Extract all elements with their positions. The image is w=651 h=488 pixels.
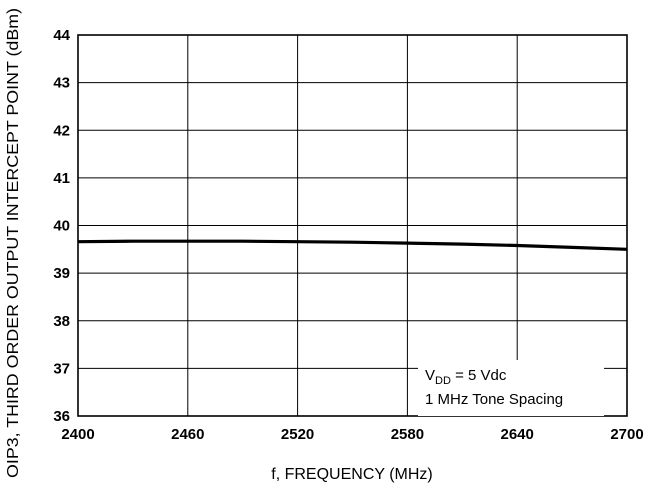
y-tick-label: 38 [53,313,70,330]
x-tick-label: 2460 [171,426,204,443]
annotation-background [418,360,604,416]
oip3-series-line [77,239,628,251]
y-tick-label: 44 [53,27,70,44]
x-tick-labels: 2400 2460 2520 2580 2640 2700 [61,426,643,443]
x-tick-label: 2640 [501,426,534,443]
grid-lines [77,34,628,417]
y-tick-label: 42 [53,122,70,139]
annotation-box: VDD = 5 Vdc 1 MHz Tone Spacing [418,360,604,416]
annotation-v: V [425,367,435,384]
plot-frame [77,34,628,417]
annotation-vdd-value: = 5 Vdc [451,367,507,384]
y-tick-label: 39 [53,265,70,282]
y-tick-label: 41 [53,170,70,187]
x-tick-label: 2520 [281,426,314,443]
y-tick-label: 40 [53,218,70,235]
x-tick-label: 2400 [61,426,94,443]
annotation-tone-spacing: 1 MHz Tone Spacing [425,391,563,408]
x-tick-label: 2580 [391,426,424,443]
y-tick-labels: 36 37 38 39 40 41 42 43 44 [53,27,70,425]
x-tick-label: 2700 [610,426,643,443]
y-axis-title: OIP3, THIRD ORDER OUTPUT INTERCEPT POINT… [5,8,22,478]
annotation-dd-subscript: DD [435,375,451,387]
y-tick-label: 43 [53,75,70,92]
annotation-vdd: VDD = 5 Vdc [425,367,507,387]
y-tick-label: 37 [53,360,70,377]
y-tick-label: 36 [53,408,70,425]
series-layer [77,239,628,251]
x-axis-title: f, FREQUENCY (MHz) [271,466,432,483]
